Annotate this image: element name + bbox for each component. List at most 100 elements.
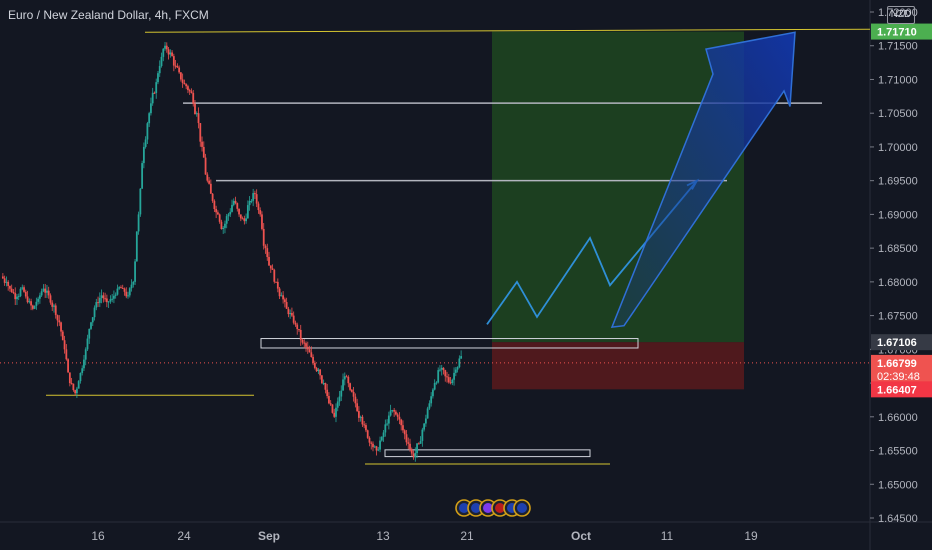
- candle-body: [377, 449, 380, 451]
- candle-body: [419, 440, 422, 444]
- candle-body: [42, 288, 45, 292]
- candle-body: [315, 367, 318, 372]
- candle-body: [271, 268, 274, 270]
- candle-body: [21, 287, 24, 289]
- candle-body: [188, 90, 191, 92]
- candle-body: [114, 294, 117, 296]
- candle-body: [127, 295, 129, 297]
- candle-body: [224, 223, 226, 228]
- candle-body: [416, 443, 418, 454]
- candle-body: [352, 391, 355, 397]
- price-label-bg: [871, 354, 932, 383]
- candle-body: [199, 123, 202, 142]
- candle-body: [84, 349, 87, 360]
- candle-body: [437, 370, 440, 383]
- candle-body: [135, 231, 138, 262]
- candle-body: [250, 200, 253, 202]
- y-tick-label: 1.70500: [878, 108, 918, 120]
- candle-body: [458, 358, 461, 368]
- candle-body: [148, 113, 151, 124]
- candle-body: [90, 322, 92, 329]
- candle-body: [204, 157, 207, 175]
- candle-body: [426, 408, 429, 419]
- candle-body: [326, 389, 329, 397]
- candle-body: [169, 52, 172, 55]
- candle-body: [132, 281, 135, 285]
- candle-body: [328, 396, 330, 404]
- candle-body: [93, 307, 96, 318]
- candle-body: [296, 324, 299, 330]
- candle-body: [222, 227, 225, 229]
- candle-body: [331, 404, 334, 413]
- support-box: [384, 449, 591, 458]
- candle-body: [285, 302, 288, 309]
- candle-body: [252, 193, 255, 201]
- candle-body: [423, 423, 426, 430]
- candle-body: [181, 79, 184, 83]
- candle-body: [23, 287, 25, 292]
- candle-body: [9, 285, 11, 289]
- x-tick-label: 11: [661, 529, 674, 543]
- candle-body: [151, 92, 154, 104]
- currency-button[interactable]: NZD: [887, 6, 915, 24]
- projection-path: [486, 180, 698, 325]
- candle-body: [113, 295, 115, 299]
- candle-body: [33, 305, 36, 309]
- event-flag-icon: [495, 503, 505, 513]
- stop-zone: [492, 342, 744, 390]
- candle-body: [412, 453, 415, 458]
- candle-body: [155, 82, 158, 93]
- candle-body: [218, 214, 221, 222]
- candle-body: [361, 416, 364, 425]
- candle-body: [259, 210, 262, 215]
- candle-body: [160, 56, 163, 66]
- candle-body: [435, 382, 438, 384]
- candle-body: [209, 183, 212, 194]
- x-tick-label: Oct: [571, 529, 591, 543]
- y-tick-label: 1.68500: [878, 243, 918, 255]
- candle-body: [72, 383, 75, 391]
- candle-body: [269, 265, 272, 269]
- candle-body: [162, 48, 165, 57]
- price-label: 1.66407: [877, 384, 917, 396]
- x-tick-label: 13: [376, 529, 390, 543]
- candle-body: [164, 45, 166, 49]
- candle-body: [187, 86, 189, 91]
- candle-body: [74, 390, 77, 394]
- candle-body: [398, 416, 401, 420]
- price-label-bg: [871, 381, 932, 398]
- candle-body: [372, 443, 374, 448]
- candle-body: [231, 204, 233, 212]
- candle-body: [335, 407, 337, 417]
- price-label: 1.66799: [877, 358, 917, 370]
- candle-body: [239, 214, 242, 219]
- candle-body: [322, 383, 325, 385]
- candle-body: [51, 302, 54, 307]
- candle-body: [308, 349, 311, 353]
- candle-body: [118, 287, 121, 289]
- candle-body: [246, 205, 249, 219]
- candle-body: [19, 288, 22, 297]
- event-flag-icon: [471, 503, 481, 513]
- candle-body: [384, 424, 387, 433]
- candle-body: [167, 49, 170, 55]
- candle-body: [409, 443, 411, 450]
- candle-body: [324, 383, 327, 390]
- candle-body: [234, 200, 237, 204]
- candle-body: [320, 375, 323, 384]
- candle-body: [255, 194, 258, 204]
- candle-body: [44, 288, 47, 293]
- price-label-bg: [871, 23, 932, 40]
- candle-body: [273, 269, 276, 282]
- candle-body: [213, 200, 216, 209]
- candle-body: [382, 432, 385, 438]
- candle-body: [282, 295, 285, 300]
- candle-body: [312, 356, 314, 363]
- candle-body: [313, 362, 316, 368]
- y-tick-label: 1.69500: [878, 176, 918, 188]
- candle-body: [105, 298, 108, 303]
- candle-body: [370, 442, 373, 444]
- candle-body: [342, 379, 344, 391]
- candle-body: [128, 288, 131, 296]
